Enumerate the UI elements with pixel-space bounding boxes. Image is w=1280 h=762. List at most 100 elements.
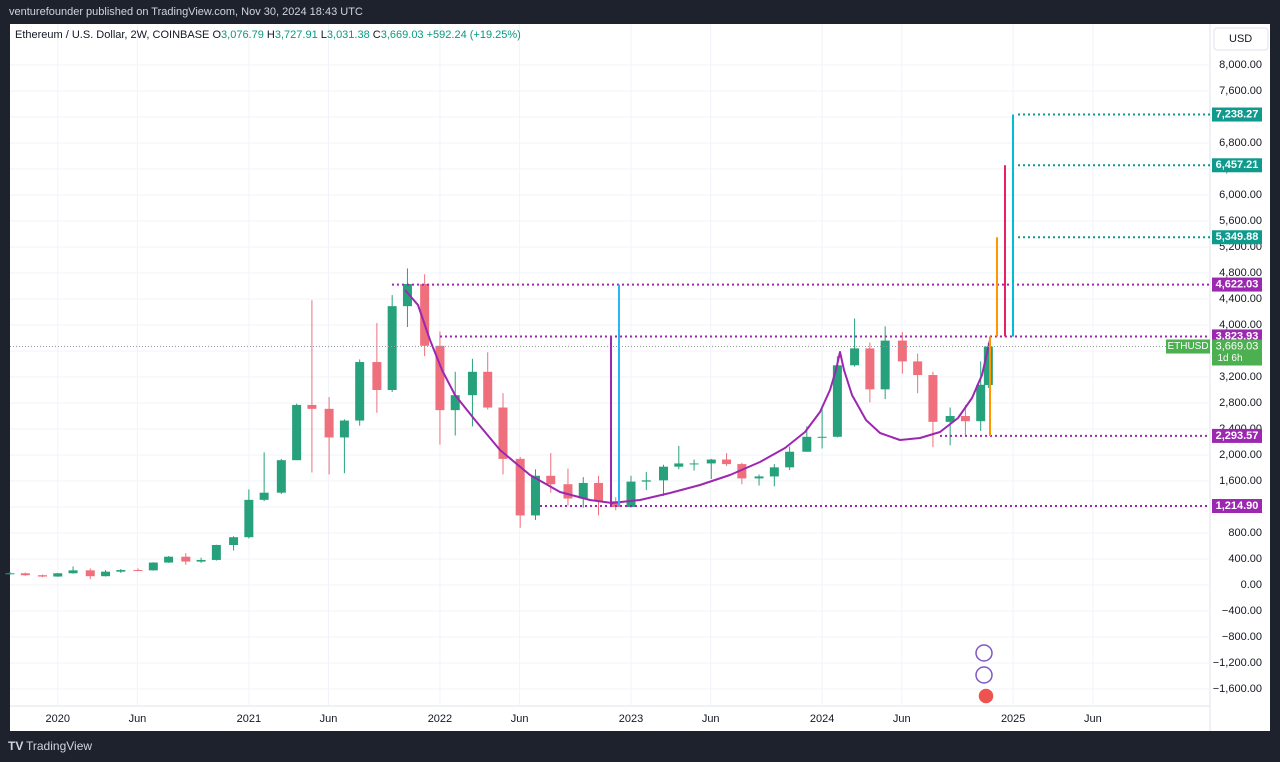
candle-body	[483, 371, 493, 408]
candle-body	[674, 463, 684, 467]
level-tag	[1212, 230, 1262, 245]
candle-body	[148, 562, 158, 571]
level-tag	[1212, 107, 1262, 122]
candle-body	[563, 484, 573, 499]
candle-body	[450, 395, 460, 411]
level-label: 2,293.57	[1216, 430, 1259, 442]
candle-body	[785, 451, 795, 468]
chart-bg	[10, 24, 1270, 731]
y-tick-label: 4,400.00	[1219, 293, 1262, 305]
open: 3,076.79	[221, 29, 264, 41]
x-tick-label: Jun	[129, 713, 147, 725]
candle-body	[292, 404, 302, 461]
candle-body	[802, 436, 812, 452]
candle-body	[68, 570, 78, 574]
candle-body	[467, 371, 477, 396]
x-tick-label: 2021	[237, 713, 261, 725]
event-icon[interactable]	[977, 687, 995, 705]
y-tick-label: 3,200.00	[1219, 371, 1262, 383]
marks	[5, 268, 993, 580]
last-price-label: 3,669.03	[1216, 340, 1259, 352]
change: +592.24 (+19.25%)	[426, 29, 521, 41]
event-icon[interactable]	[975, 644, 993, 662]
candle-body	[435, 345, 445, 411]
x-tick-label: Jun	[1084, 713, 1102, 725]
y-tick-label: −400.00	[1222, 605, 1262, 617]
low: 3,031.38	[326, 29, 370, 41]
candle-body	[101, 571, 111, 577]
brand-logo: TV	[8, 739, 23, 753]
candle-body	[530, 475, 540, 516]
price-tag	[1212, 339, 1262, 366]
o-label: O	[212, 29, 222, 41]
candle-body	[259, 492, 269, 500]
level-label: 7,238.27	[1216, 108, 1259, 120]
y-tick-label: 6,800.00	[1219, 137, 1262, 149]
candle-body	[244, 499, 254, 538]
x-tick-label: 2023	[619, 713, 643, 725]
candle-body	[897, 340, 907, 362]
candle-body	[913, 361, 923, 376]
candle-body	[611, 501, 621, 507]
x-tick-label: Jun	[320, 713, 338, 725]
y-tick-label: 0.00	[1241, 579, 1262, 591]
candle-body	[626, 481, 636, 507]
candle-body	[515, 458, 525, 516]
overlay: 7,238.27 6,457.21 5,349.88 4,622.03 3,823.93…	[10, 107, 1262, 514]
candle-body	[211, 545, 221, 560]
close: 3,669.03	[380, 29, 424, 41]
event-icon[interactable]	[975, 666, 993, 684]
candle-body	[5, 573, 15, 575]
level-label: 1,214.90	[1216, 500, 1259, 512]
level-label: 4,622.03	[1216, 278, 1259, 290]
candle-body	[945, 415, 955, 422]
candle-body	[276, 460, 286, 493]
candle-body	[769, 467, 779, 477]
high: 3,727.91	[274, 29, 318, 41]
x-tick-label: 2020	[46, 713, 70, 725]
y-tick-label: 1,600.00	[1219, 475, 1262, 487]
y-tick-label: −1,600.00	[1213, 683, 1262, 695]
currency-box[interactable]	[1213, 27, 1269, 51]
candle-body	[689, 463, 699, 465]
x-tick-label: Jun	[893, 713, 911, 725]
x-tick-label: 2024	[810, 713, 834, 725]
level-label: 3,823.93	[1216, 330, 1259, 342]
level-label: 6,457.21	[1216, 159, 1259, 171]
h-label: H	[266, 29, 275, 41]
y-tick-label: 2,000.00	[1219, 449, 1262, 461]
y-tick-label: 4,000.00	[1219, 319, 1262, 331]
ticker: ETHUSD	[1167, 341, 1208, 352]
level-tag	[1212, 428, 1262, 443]
symbol: Ethereum / U.S. Dollar, 2W, COINBASE	[15, 29, 210, 41]
x-tick-label: 2025	[1001, 713, 1025, 725]
y-tick-label: −1,200.00	[1213, 657, 1262, 669]
candle-body	[546, 475, 556, 485]
candle-body	[307, 404, 317, 409]
y-tick-label: 7,600.00	[1219, 85, 1262, 97]
candle-body	[355, 362, 365, 421]
level-tag	[1212, 277, 1262, 292]
candle-body	[402, 284, 412, 307]
y-tick-label: −800.00	[1222, 631, 1262, 643]
candle-body	[880, 340, 890, 390]
y-tick-label: 4,800.00	[1219, 267, 1262, 279]
level-tag	[1212, 499, 1262, 514]
y-tick-label: 2,800.00	[1219, 397, 1262, 409]
candle-body	[181, 556, 191, 562]
candle-body	[164, 556, 174, 563]
candle-body	[850, 348, 860, 366]
candle-body	[976, 384, 986, 422]
candle-body	[754, 476, 764, 479]
candle-body	[960, 415, 970, 422]
x-tick-label: Jun	[702, 713, 720, 725]
level-label: 5,349.88	[1216, 231, 1259, 243]
candle-body	[641, 480, 651, 482]
candle-body	[578, 482, 588, 499]
countdown: 1d 6h	[1217, 353, 1242, 364]
candle-body	[983, 346, 993, 385]
candle-body	[116, 570, 126, 572]
legend-header: Ethereum / U.S. Dollar, 2W, COINBASE O3,…	[15, 29, 521, 41]
candle-body	[737, 464, 747, 479]
